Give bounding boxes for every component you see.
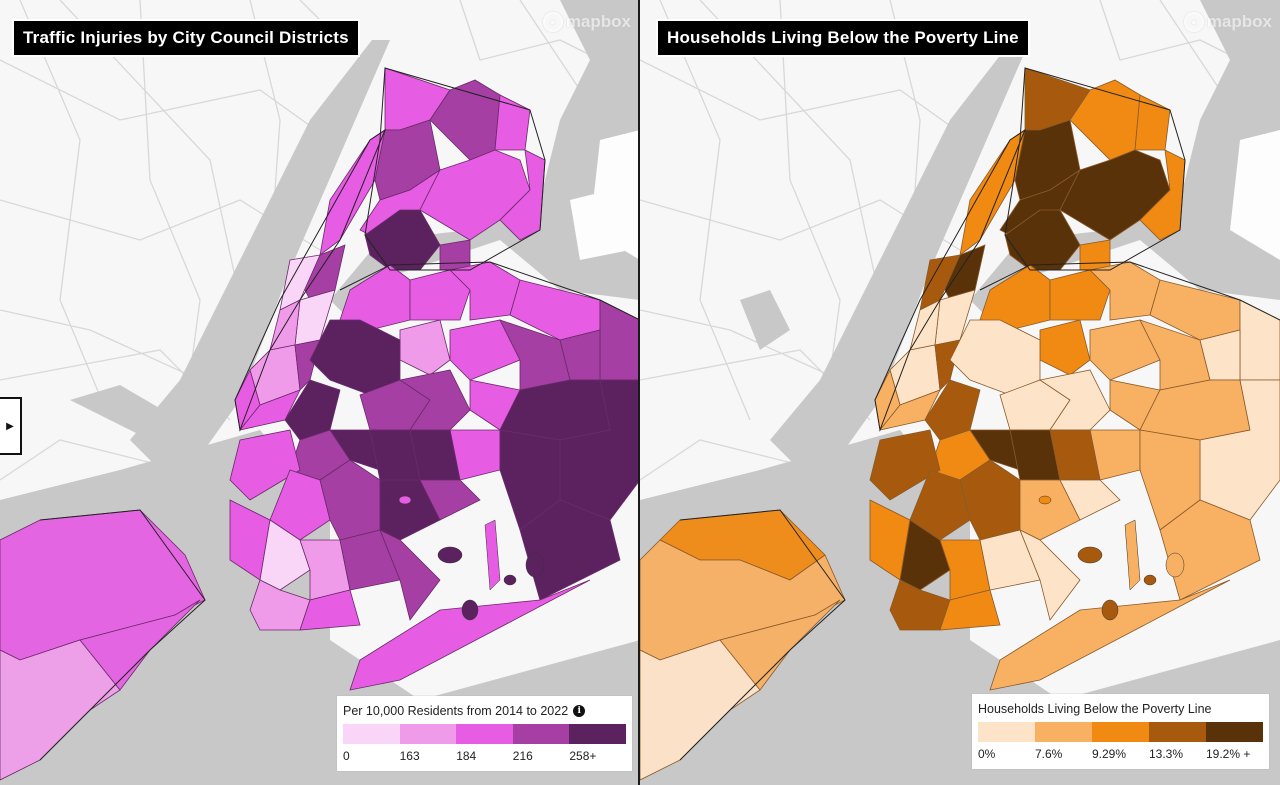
poverty-legend: Households Living Below the Poverty Line…: [972, 694, 1269, 769]
mapbox-wordmark: mapbox: [565, 12, 631, 31]
legend-labels: 0% 7.6% 9.29% 13.3% 19.2% +: [978, 747, 1263, 761]
legend-label: 216: [512, 749, 533, 763]
map-title: Households Living Below the Poverty Line: [656, 19, 1030, 57]
legend-label: 184: [456, 749, 477, 763]
legend-swatch-0: [978, 722, 1035, 742]
legend-swatch-1: [1035, 722, 1092, 742]
legend-label: 9.29%: [1092, 747, 1127, 761]
legend-swatch-3: [512, 724, 570, 744]
legend-color-bar: [978, 722, 1263, 742]
legend-title: Per 10,000 Residents from 2014 to 2022: [343, 704, 569, 718]
traffic-injuries-map[interactable]: Traffic Injuries by City Council Distric…: [0, 0, 639, 785]
legend-label: 19.2% +: [1206, 747, 1251, 761]
legend-swatch-3: [1149, 722, 1206, 742]
poverty-map-canvas[interactable]: [640, 0, 1280, 785]
legend-label: 7.6%: [1035, 747, 1063, 761]
legend-label: 0%: [978, 747, 996, 761]
panel-divider: [638, 0, 640, 785]
mapbox-logo-icon: ●: [1183, 12, 1204, 32]
mapbox-watermark[interactable]: ● mapbox: [542, 12, 631, 32]
legend-swatch-1: [399, 724, 457, 744]
legend-swatch-4: [1206, 722, 1263, 742]
legend-labels: 0 163 184 216 258+: [343, 749, 626, 763]
legend-color-bar: [343, 724, 626, 744]
mapbox-logo-icon: ●: [542, 12, 563, 32]
legend-title: Households Living Below the Poverty Line: [978, 702, 1212, 716]
mapbox-wordmark: mapbox: [1206, 12, 1272, 31]
sidebar-toggle-button[interactable]: ▶: [0, 397, 22, 455]
poverty-map[interactable]: Households Living Below the Poverty Line…: [640, 0, 1280, 785]
mapbox-watermark[interactable]: ● mapbox: [1183, 12, 1272, 32]
injuries-legend: Per 10,000 Residents from 2014 to 2022 i…: [337, 696, 632, 771]
map-title: Traffic Injuries by City Council Distric…: [12, 19, 360, 57]
legend-swatch-4: [569, 724, 626, 744]
legend-swatch-2: [1092, 722, 1149, 742]
legend-label: 13.3%: [1149, 747, 1184, 761]
legend-label: 163: [399, 749, 420, 763]
legend-label: 258+: [569, 749, 597, 763]
legend-swatch-0: [343, 724, 400, 744]
legend-swatch-2: [456, 724, 513, 744]
legend-label: 0: [343, 749, 350, 763]
traffic-map-canvas[interactable]: [0, 0, 639, 785]
info-icon[interactable]: i: [573, 705, 586, 717]
caret-right-icon: ▶: [6, 420, 14, 432]
